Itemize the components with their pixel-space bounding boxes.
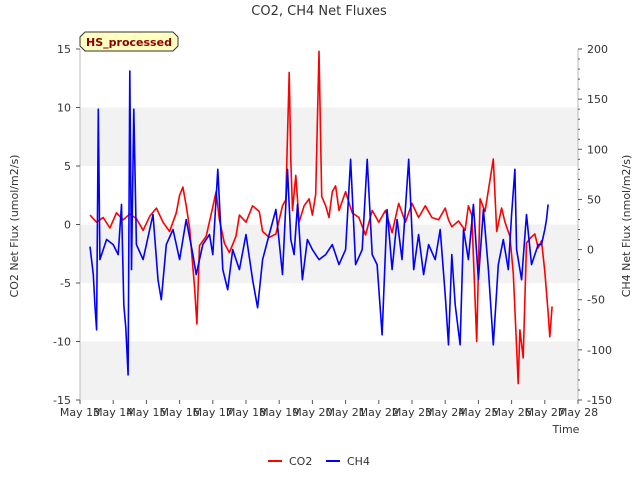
plot-band — [80, 49, 578, 108]
x-tick-label: May 22 — [359, 406, 399, 419]
left-y-tick-label: 0 — [64, 219, 71, 232]
legend-label-ch4: CH4 — [347, 455, 370, 468]
legend: CO2 CH4 — [268, 455, 370, 468]
right-y-tick-label: 0 — [587, 244, 594, 257]
processing-badge: HS_processed — [79, 31, 179, 52]
legend-label-co2: CO2 — [289, 455, 312, 468]
plot-background-bands — [80, 49, 578, 400]
series-layer — [89, 50, 553, 385]
x-tick-label: May 23 — [392, 406, 432, 419]
left-y-tick-label: 5 — [64, 160, 71, 173]
right-y-axis-ticks: -150 -100 -50 0 50 100 150 200 — [578, 43, 612, 407]
x-tick-label: May 17 — [193, 406, 233, 419]
right-y-tick-label: 200 — [587, 43, 608, 56]
right-y-tick-label: 50 — [587, 193, 601, 206]
left-y-tick-label: -15 — [53, 394, 71, 407]
right-y-tick-label: 150 — [587, 93, 608, 106]
left-y-tick-label: -5 — [60, 277, 71, 290]
x-tick-label: May 13 — [60, 406, 100, 419]
x-tick-label: May 26 — [491, 406, 531, 419]
right-y-tick-label: -50 — [587, 294, 605, 307]
chart-title: CO2, CH4 Net Fluxes — [251, 4, 387, 19]
left-y-tick-label: -10 — [53, 336, 71, 349]
x-tick-label: May 14 — [93, 406, 133, 419]
x-tick-label: May 19 — [259, 406, 299, 419]
plot-band — [80, 107, 578, 166]
x-tick-label: May 21 — [325, 406, 365, 419]
series-line-co2 — [89, 50, 553, 385]
right-y-axis-label: CH4 Net Flux (nmol/m2/s) — [620, 155, 633, 298]
x-tick-label: May 15 — [126, 406, 166, 419]
x-axis-label: Time — [552, 423, 580, 436]
x-tick-label: May 27 — [525, 406, 565, 419]
plot-band — [80, 283, 578, 342]
left-y-axis-label: CO2 Net Flux (umol/m2/s) — [8, 155, 21, 298]
right-y-tick-label: 100 — [587, 143, 608, 156]
x-tick-label: May 20 — [292, 406, 332, 419]
badge-box — [79, 31, 179, 52]
x-tick-label: May 25 — [458, 406, 498, 419]
right-y-tick-label: -150 — [587, 394, 612, 407]
x-tick-label: May 24 — [425, 406, 465, 419]
x-tick-label: May 16 — [159, 406, 199, 419]
x-tick-label: May 18 — [226, 406, 266, 419]
series-line-ch4 — [89, 70, 549, 376]
left-y-tick-label: 10 — [57, 102, 71, 115]
plot-band — [80, 341, 578, 400]
left-y-tick-label: 15 — [57, 43, 71, 56]
left-y-axis-ticks: -15 -10 -5 0 5 10 15 — [53, 43, 80, 407]
right-y-tick-label: -100 — [587, 344, 612, 357]
x-tick-label: May 28 — [558, 406, 598, 419]
badge-label: HS_processed — [86, 36, 172, 49]
